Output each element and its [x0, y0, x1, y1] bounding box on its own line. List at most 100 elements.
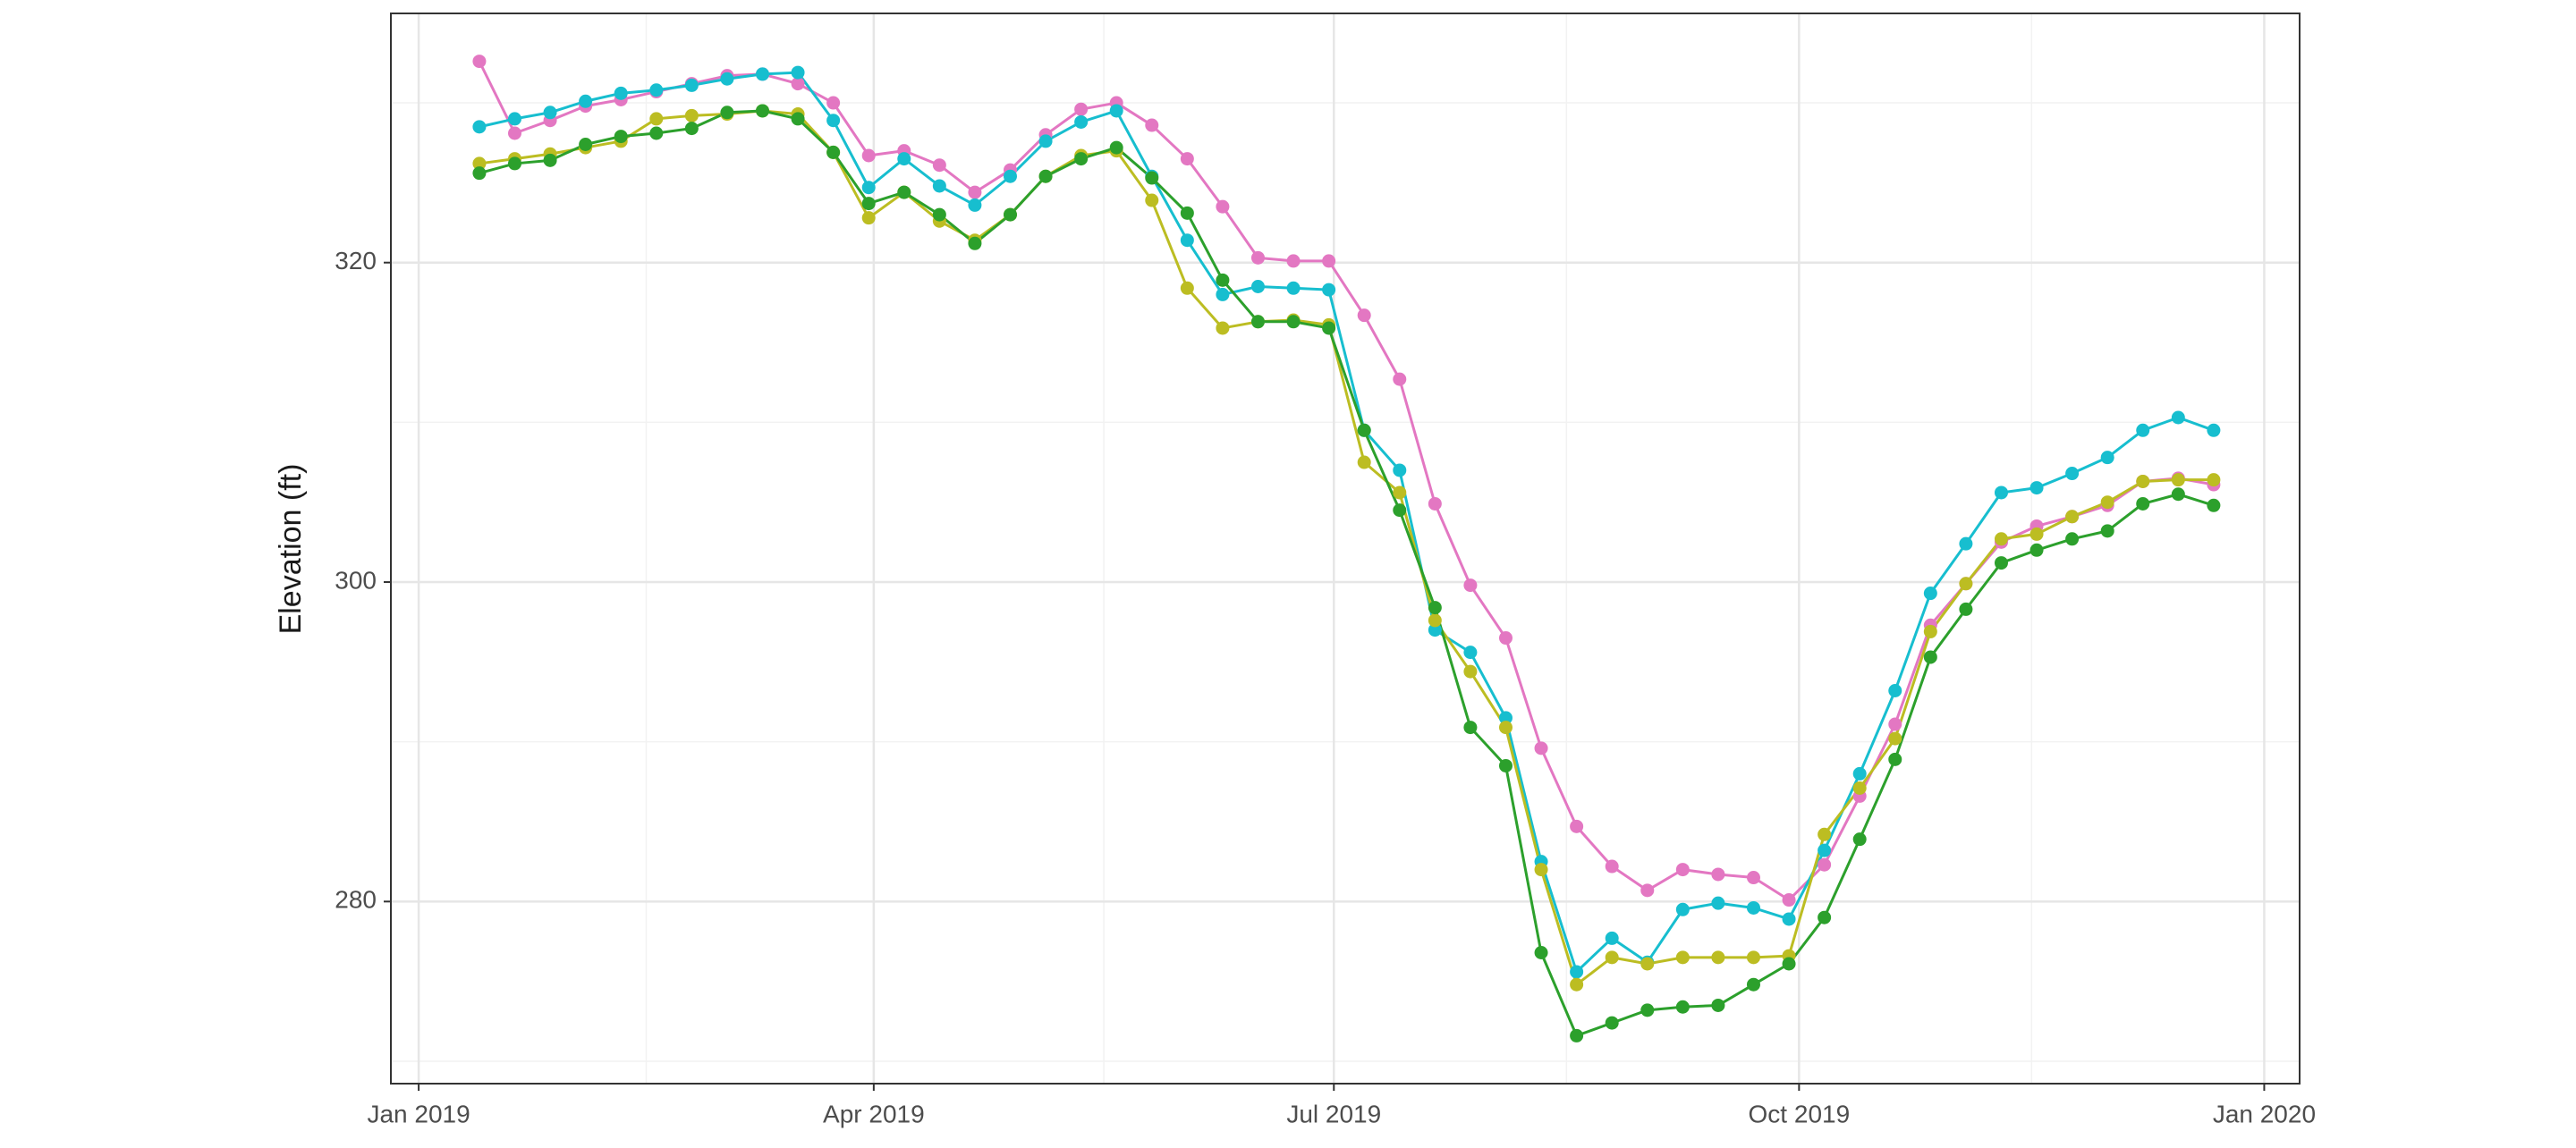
data-point: [1711, 998, 1725, 1012]
data-point: [1038, 169, 1053, 183]
data-point: [2065, 467, 2080, 481]
data-point: [1640, 883, 1655, 898]
data-point: [2136, 423, 2150, 437]
data-point: [755, 67, 769, 81]
data-point: [507, 112, 521, 126]
data-point: [1782, 893, 1796, 907]
panel-border: [390, 13, 2301, 1085]
data-point: [1357, 423, 1371, 437]
data-point: [1393, 485, 1407, 500]
data-point: [755, 104, 769, 118]
data-point: [1074, 102, 1089, 116]
data-point: [2207, 498, 2221, 512]
data-point: [1216, 321, 1230, 335]
data-point: [1923, 650, 1937, 664]
data-point: [1852, 766, 1867, 781]
data-point: [2029, 481, 2044, 495]
data-point: [2029, 543, 2044, 557]
data-point: [1852, 832, 1867, 847]
data-point: [968, 198, 982, 212]
data-point: [1003, 169, 1017, 183]
data-point: [2171, 473, 2185, 487]
data-point: [614, 130, 628, 144]
data-point: [1605, 931, 1619, 945]
data-point: [1322, 254, 1336, 268]
data-point: [861, 211, 876, 225]
data-point: [472, 55, 487, 69]
data-point: [1357, 455, 1371, 469]
data-point: [1250, 250, 1265, 265]
x-tick-label: Jul 2019: [1286, 1100, 1381, 1127]
data-point: [720, 106, 734, 120]
data-point: [1570, 819, 1584, 833]
data-point: [614, 86, 628, 100]
data-point: [1959, 577, 1973, 591]
data-point: [2100, 524, 2114, 538]
y-axis-title: Elevation (ft): [274, 464, 308, 635]
data-point: [1145, 118, 1159, 132]
data-point: [543, 153, 557, 167]
data-point: [1818, 910, 1832, 924]
data-point: [507, 156, 521, 171]
y-tick-label: 320: [335, 247, 377, 274]
data-point: [720, 72, 734, 86]
data-point: [1959, 536, 1973, 551]
data-point: [1180, 233, 1194, 248]
data-point: [649, 112, 664, 126]
data-point: [968, 236, 982, 250]
data-point: [1534, 863, 1548, 877]
data-point: [2065, 510, 2080, 524]
data-point: [1393, 463, 1407, 477]
data-point: [472, 166, 487, 181]
data-point: [1428, 601, 1442, 615]
data-point: [791, 77, 805, 91]
data-point: [1888, 684, 1902, 698]
data-point: [1393, 503, 1407, 518]
data-point: [1286, 254, 1301, 268]
data-point: [1675, 950, 1690, 965]
data-point: [1074, 114, 1089, 129]
data-point: [897, 152, 911, 166]
data-point: [1711, 867, 1725, 882]
data-point: [1393, 372, 1407, 386]
data-point: [1216, 273, 1230, 287]
data-point: [1746, 871, 1760, 885]
data-point: [1038, 134, 1053, 148]
data-point: [1640, 957, 1655, 971]
data-point: [1286, 315, 1301, 329]
x-tick-label: Jan 2020: [2213, 1100, 2316, 1127]
data-point: [1498, 721, 1513, 735]
data-point: [861, 181, 876, 195]
data-point: [2065, 532, 2080, 546]
x-tick-label: Apr 2019: [823, 1100, 925, 1127]
data-point: [1675, 863, 1690, 877]
data-point: [1428, 613, 1442, 628]
data-point: [1746, 977, 1760, 992]
data-point: [861, 148, 876, 163]
data-point: [1180, 281, 1194, 295]
data-point: [1322, 283, 1336, 297]
data-point: [1463, 646, 1478, 660]
data-point: [1322, 321, 1336, 335]
x-tick-label: Oct 2019: [1749, 1100, 1851, 1127]
data-point: [2136, 496, 2150, 511]
data-point: [1711, 950, 1725, 965]
data-point: [1570, 977, 1584, 992]
data-point: [579, 137, 593, 151]
data-point: [1145, 193, 1159, 207]
data-point: [932, 179, 946, 193]
data-point: [2171, 487, 2185, 502]
data-point: [1994, 485, 2008, 500]
data-point: [1003, 207, 1017, 222]
data-point: [1888, 752, 1902, 766]
data-point: [861, 197, 876, 211]
data-point: [1852, 781, 1867, 795]
data-point: [684, 108, 699, 122]
data-point: [1818, 857, 1832, 872]
data-point: [649, 83, 664, 97]
data-point: [897, 185, 911, 199]
data-point: [1180, 206, 1194, 220]
data-point: [472, 120, 487, 134]
data-point: [826, 96, 841, 110]
